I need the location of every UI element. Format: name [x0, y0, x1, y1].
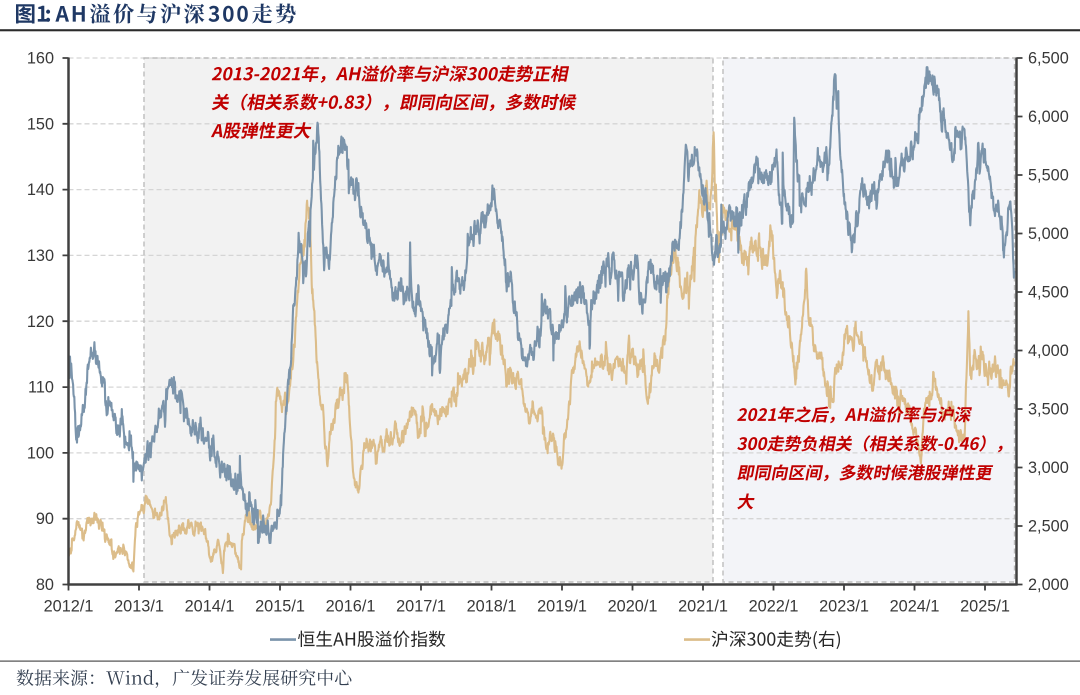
svg-text:150: 150 — [27, 115, 54, 133]
svg-text:2013/1: 2013/1 — [114, 598, 164, 616]
svg-text:5,500: 5,500 — [1028, 167, 1069, 185]
svg-text:2022/1: 2022/1 — [749, 598, 799, 616]
svg-text:2014/1: 2014/1 — [185, 598, 235, 616]
svg-text:140: 140 — [27, 181, 54, 199]
svg-text:2018/1: 2018/1 — [467, 598, 517, 616]
svg-text:80: 80 — [36, 576, 54, 594]
svg-text:2017/1: 2017/1 — [396, 598, 446, 616]
svg-text:4,000: 4,000 — [1028, 342, 1069, 360]
svg-text:3,000: 3,000 — [1028, 459, 1069, 477]
svg-text:2019/1: 2019/1 — [537, 598, 587, 616]
svg-text:2,500: 2,500 — [1028, 518, 1069, 536]
svg-text:90: 90 — [36, 510, 54, 528]
svg-text:2012/1: 2012/1 — [44, 598, 94, 616]
svg-text:110: 110 — [28, 379, 54, 397]
svg-text:2020/1: 2020/1 — [608, 598, 658, 616]
svg-text:2016/1: 2016/1 — [326, 598, 376, 616]
svg-text:6,000: 6,000 — [1028, 108, 1069, 126]
svg-text:2021/1: 2021/1 — [678, 598, 728, 616]
svg-text:6,500: 6,500 — [1028, 50, 1069, 68]
svg-text:120: 120 — [27, 313, 54, 331]
svg-text:2025/1: 2025/1 — [960, 598, 1010, 616]
svg-text:2015/1: 2015/1 — [255, 598, 305, 616]
svg-text:5,000: 5,000 — [1028, 225, 1069, 243]
svg-text:100: 100 — [27, 444, 54, 462]
svg-text:160: 160 — [27, 50, 54, 68]
svg-text:3,500: 3,500 — [1028, 401, 1069, 419]
svg-text:130: 130 — [27, 247, 54, 265]
svg-text:4,500: 4,500 — [1028, 284, 1069, 302]
svg-text:2023/1: 2023/1 — [819, 598, 869, 616]
svg-text:2,000: 2,000 — [1028, 576, 1069, 594]
svg-text:2024/1: 2024/1 — [890, 598, 940, 616]
